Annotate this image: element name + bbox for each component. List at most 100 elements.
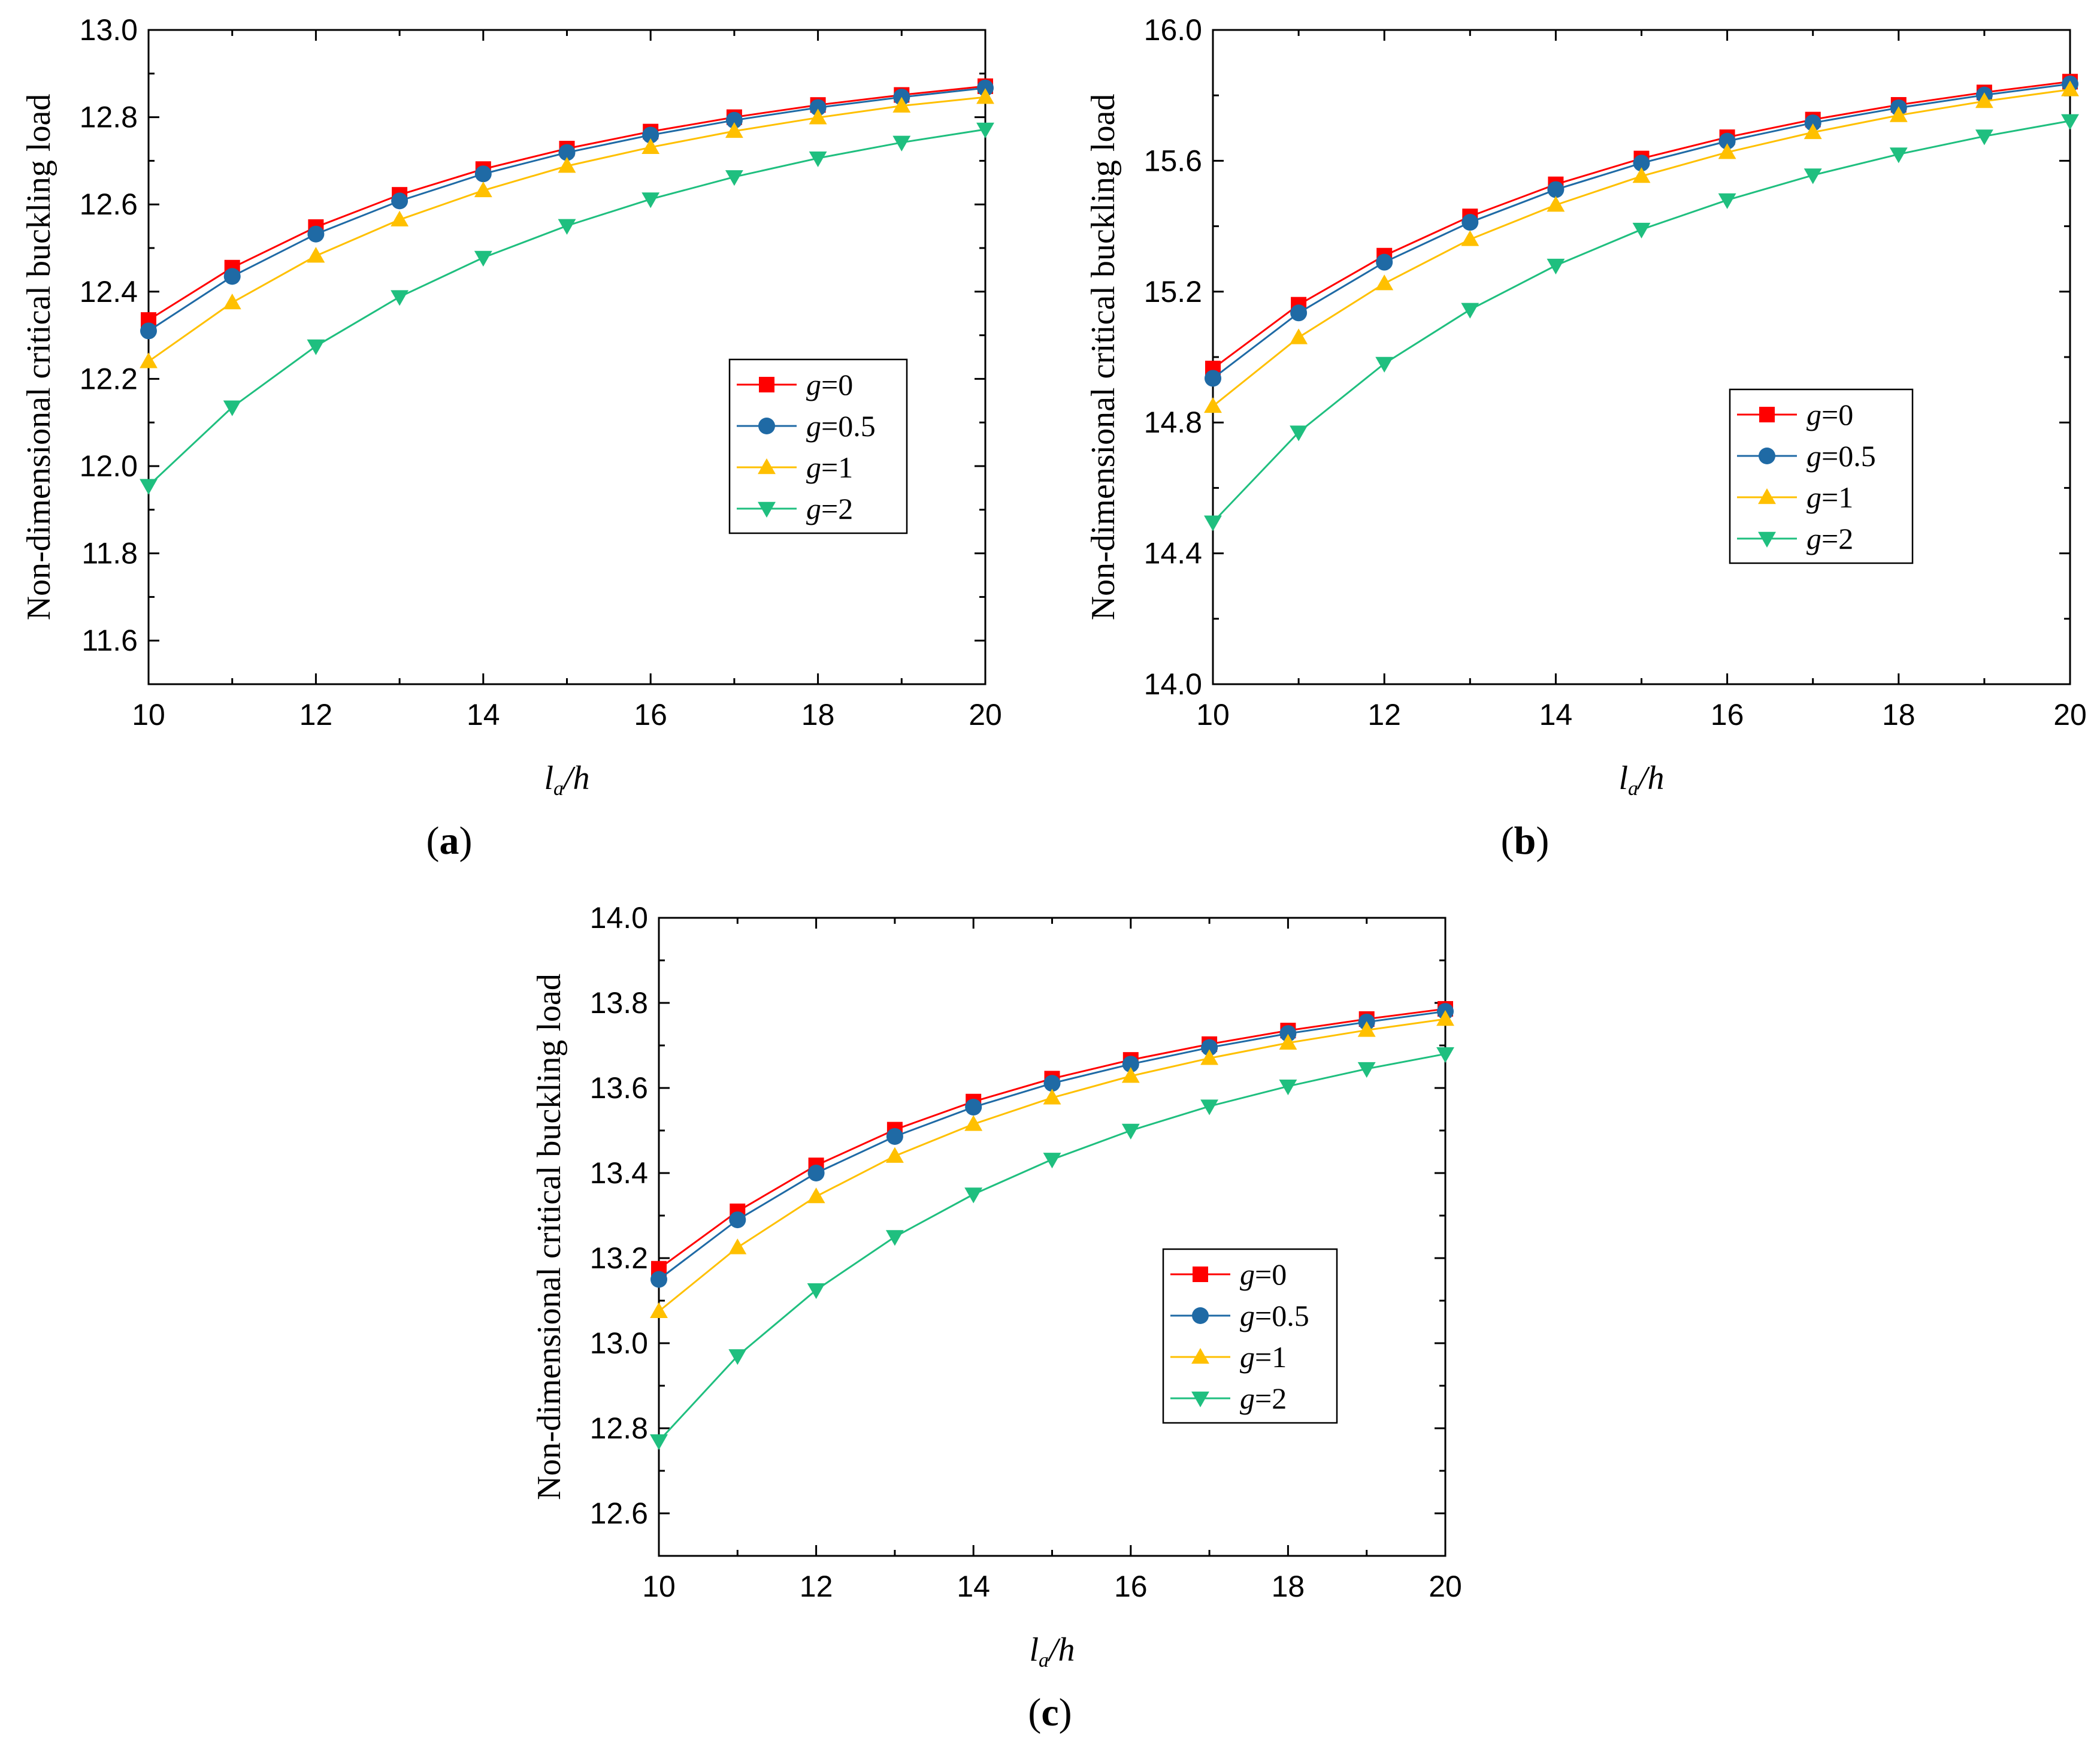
legend-entry-g=0.5: g=0.5	[1240, 1299, 1309, 1332]
data-point-g=2	[1290, 425, 1308, 442]
legend-marker-g=2	[758, 501, 776, 518]
data-point-g=0.5	[965, 1098, 982, 1116]
x-tick-label: 18	[1882, 698, 1916, 732]
x-axis-label-main: l	[544, 760, 553, 797]
data-point-g=1	[1547, 196, 1565, 212]
x-axis-label: la/h	[544, 760, 589, 800]
data-point-g=1	[1204, 397, 1222, 413]
legend-entry-value: =0	[1821, 398, 1853, 431]
legend-entry-g=0: g=0	[1807, 398, 1853, 431]
y-tick-label: 13.0	[80, 13, 138, 47]
data-point-g=1	[1375, 274, 1394, 291]
data-point-g=2	[892, 135, 911, 152]
data-point-g=1	[1290, 328, 1308, 344]
legend-entry-value: =0.5	[1255, 1299, 1309, 1332]
chart-panel-a: 10 12 14 16 18 20 11.6 11.8 12.0 12.2 12.4 12.6 12.8…	[20, 13, 1002, 800]
legend-marker-g=2	[1758, 531, 1776, 548]
data-point-g=0.5	[725, 111, 743, 129]
x-axis-label-main: l	[1618, 760, 1628, 797]
data-point-g=2	[807, 1283, 825, 1299]
legend-entry-variable: g	[1807, 480, 1821, 514]
data-point-g=1	[2061, 80, 2079, 96]
data-point-g=1	[885, 1147, 904, 1163]
y-tick-label: 12.4	[80, 275, 138, 309]
y-tick-label: 12.2	[80, 362, 138, 395]
chart-panel-b: 10 12 14 16 18 20 14.0 14.4 14.8 15.2 15.6 16.0 Non-…	[1085, 13, 2087, 800]
data-point-g=1	[1200, 1049, 1219, 1065]
y-tick-label: 14.4	[1144, 537, 1202, 570]
legend-marker-g=2	[1191, 1391, 1209, 1407]
x-tick-label: 16	[634, 698, 667, 732]
data-point-g=2	[1357, 1062, 1376, 1078]
legend-entry-value: =2	[1255, 1382, 1287, 1415]
legend-entry-value: =2	[1821, 522, 1853, 555]
y-tick-label: 11.8	[81, 537, 138, 570]
legend-entry-g=2: g=2	[1807, 522, 1853, 555]
y-tick-label: 14.0	[1144, 667, 1202, 701]
legend-entry-g=0.5: g=0.5	[1807, 439, 1876, 473]
series-line-g=0	[148, 85, 986, 321]
x-tick-label: 14	[957, 1570, 990, 1603]
data-point-g=1	[223, 294, 241, 310]
x-tick-label: 16	[1114, 1570, 1148, 1603]
data-point-g=1	[1804, 123, 1822, 140]
x-tick-label: 10	[1196, 698, 1230, 732]
legend-entry-g=2: g=2	[1240, 1382, 1287, 1415]
x-axis-label-suffix: /h	[562, 760, 590, 797]
legend: g=0g=0.5g=1g=2	[728, 358, 908, 534]
data-point-g=2	[642, 192, 660, 208]
data-point-g=2	[1632, 222, 1651, 239]
legend-marker-g=0	[759, 377, 774, 392]
legend-box	[1162, 1248, 1338, 1424]
legend-entry-value: =1	[1821, 480, 1853, 514]
data-point-g=1	[558, 157, 576, 173]
data-point-g=2	[2061, 114, 2079, 130]
x-tick-label: 12	[299, 698, 333, 732]
data-point-g=0.5	[977, 79, 994, 96]
x-tick-label: 14	[467, 698, 500, 732]
data-point-g=2	[1204, 515, 1222, 531]
data-point-g=1	[1461, 230, 1479, 246]
panel-label-b: (b)	[1501, 819, 1550, 863]
data-point-g=2	[1975, 129, 1993, 146]
data-point-g=2	[1804, 168, 1822, 185]
x-axis-label-suffix: /h	[1047, 1631, 1075, 1669]
data-point-g=2	[1436, 1047, 1454, 1063]
series-line-g=0.5	[148, 87, 986, 332]
y-tick-label: 14.0	[590, 901, 648, 935]
legend-marker-g=1	[1191, 1348, 1209, 1364]
data-point-g=0.5	[1718, 132, 1736, 150]
y-axis-label: Non-dimensional critical buckling load	[531, 974, 568, 1500]
y-tick-label: 13.4	[590, 1156, 648, 1190]
data-point-g=0.5	[140, 322, 157, 340]
legend-entry-variable: g	[1240, 1299, 1255, 1332]
data-point-g=2	[885, 1230, 904, 1246]
data-point-g=1	[642, 138, 660, 155]
legend-entry-variable: g	[806, 451, 821, 484]
data-point-g=1	[1436, 1010, 1454, 1026]
y-tick-label: 14.8	[1144, 406, 1202, 439]
y-tick-label: 13.2	[590, 1241, 648, 1275]
data-point-g=0.5	[1290, 304, 1308, 322]
data-point-g=0.5	[558, 144, 576, 161]
legend-entry-g=2: g=2	[806, 492, 853, 525]
data-point-g=2	[391, 290, 409, 306]
data-point-g=1	[1889, 106, 1908, 122]
legend-entry-variable: g	[1807, 398, 1821, 431]
x-axis-label-subscript: a	[1039, 1649, 1049, 1672]
data-point-g=1	[809, 108, 827, 125]
data-point-g=1	[140, 352, 158, 368]
data-point-g=0.5	[474, 165, 492, 183]
panel-label-a: (a)	[426, 819, 473, 863]
x-tick-label: 20	[969, 698, 1002, 732]
data-point-g=1	[1718, 143, 1736, 159]
data-point-g=1	[892, 96, 911, 113]
legend-entry-g=1: g=1	[1807, 480, 1853, 514]
data-point-g=1	[725, 122, 743, 138]
data-point-g=2	[1547, 258, 1565, 275]
data-point-g=0.5	[650, 1271, 667, 1288]
data-point-g=0.5	[1376, 253, 1393, 271]
data-point-g=2	[1718, 193, 1736, 209]
legend-entry-variable: g	[806, 368, 821, 401]
data-point-g=0.5	[223, 268, 241, 285]
